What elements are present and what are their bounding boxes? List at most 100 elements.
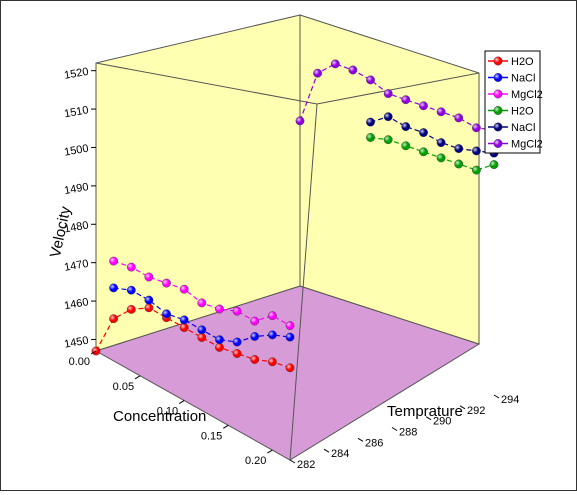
data-point xyxy=(471,123,481,133)
legend-label: MgCl2 xyxy=(511,139,543,151)
data-point xyxy=(232,306,242,316)
data-point xyxy=(366,133,375,142)
data-point xyxy=(436,138,446,148)
legend-box xyxy=(484,50,541,154)
legend-marker xyxy=(493,106,503,115)
z-tick-label: 1450 xyxy=(63,335,89,351)
z-tick-label: 1480 xyxy=(63,219,89,235)
data-point xyxy=(197,333,207,342)
data-point xyxy=(454,144,464,154)
data-point xyxy=(144,303,154,313)
y-tick-mark xyxy=(493,394,500,399)
z-tick-label: 1510 xyxy=(63,104,89,120)
x-tick-label: 0.10 xyxy=(157,406,178,418)
y-tick-mark xyxy=(425,416,432,421)
x-tick-label: 0.15 xyxy=(201,430,222,442)
data-point xyxy=(250,355,260,364)
x-tick-mark xyxy=(267,449,273,454)
data-point xyxy=(401,122,411,132)
data-point xyxy=(285,332,295,342)
data-point xyxy=(267,311,277,321)
data-point xyxy=(366,75,375,85)
series-line-4 xyxy=(370,116,495,154)
legend: H2O NaCl MgCl2 H2O NaCl MgCl2 xyxy=(484,50,543,154)
legend-marker xyxy=(493,122,503,132)
x-axis-title: Concentration xyxy=(113,408,206,425)
data-point xyxy=(489,160,499,170)
data-point xyxy=(126,304,136,314)
data-point xyxy=(419,128,428,138)
legend-label: NaCl xyxy=(511,122,535,134)
y-tick-mark xyxy=(289,459,296,464)
data-point xyxy=(285,321,295,330)
data-point xyxy=(109,283,119,293)
data-point xyxy=(179,284,189,294)
data-point xyxy=(267,357,277,367)
data-point xyxy=(197,298,207,308)
legend-label: NaCl xyxy=(511,73,535,85)
data-point xyxy=(348,65,358,75)
data-point xyxy=(215,304,224,314)
x-tick-mark xyxy=(223,424,229,429)
data-point xyxy=(383,135,393,145)
legend-marker xyxy=(493,89,503,99)
legend-marker xyxy=(493,139,503,148)
y-tick-mark xyxy=(391,427,398,431)
data-point xyxy=(436,153,446,163)
data-point xyxy=(401,141,411,151)
ticks-layer: 1450 1460 1470 1480 1490 1500 1510 1520 0.00 0.05… xyxy=(63,66,519,471)
x-tick-mark xyxy=(178,400,185,404)
data-point xyxy=(162,309,171,319)
y-tick-label: 286 xyxy=(365,437,383,449)
data-point xyxy=(126,262,136,272)
data-point xyxy=(215,342,224,352)
y-tick-label: 290 xyxy=(433,416,451,428)
x-tick-label: 0.05 xyxy=(113,381,134,393)
z-tick-label: 1460 xyxy=(63,296,89,312)
legend-label: H2O xyxy=(511,106,534,118)
series-layer xyxy=(91,59,499,373)
data-point xyxy=(436,107,446,117)
legend-label: MgCl2 xyxy=(511,89,543,101)
data-point xyxy=(295,116,305,126)
data-point xyxy=(179,315,189,325)
legend-marker xyxy=(493,73,503,82)
data-point xyxy=(267,330,277,340)
y-axis-title: Temprature xyxy=(387,403,463,420)
data-point xyxy=(313,68,322,78)
data-point xyxy=(383,112,393,122)
z-tick-label: 1490 xyxy=(63,181,89,197)
data-point xyxy=(419,147,428,157)
data-point xyxy=(144,295,154,305)
data-point xyxy=(250,332,260,341)
z-tick-label: 1520 xyxy=(63,66,89,82)
z-tick-label: 1470 xyxy=(63,258,89,274)
y-tick-mark xyxy=(323,448,330,453)
data-point xyxy=(419,101,428,111)
data-point xyxy=(232,349,242,358)
legend-label: H2O xyxy=(511,56,534,68)
legend-marker xyxy=(493,56,503,66)
data-point xyxy=(197,325,207,335)
data-point xyxy=(330,59,340,69)
data-point xyxy=(471,165,481,175)
data-point xyxy=(383,89,393,99)
x-tick-mark xyxy=(90,350,97,355)
y-tick-mark xyxy=(357,437,364,442)
y-tick-mark xyxy=(459,405,466,410)
data-point xyxy=(366,117,375,127)
z-tick-label: 1500 xyxy=(63,143,89,159)
data-point xyxy=(215,335,224,345)
x-tick-label: 0.20 xyxy=(245,455,266,467)
data-point xyxy=(285,363,295,373)
data-point xyxy=(454,159,464,169)
y-tick-label: 282 xyxy=(297,459,315,471)
data-point xyxy=(454,113,464,123)
data-point xyxy=(401,95,411,105)
data-point xyxy=(109,256,119,266)
data-point xyxy=(109,314,119,324)
data-point xyxy=(144,272,154,282)
chart-back-right-wall xyxy=(299,14,480,345)
